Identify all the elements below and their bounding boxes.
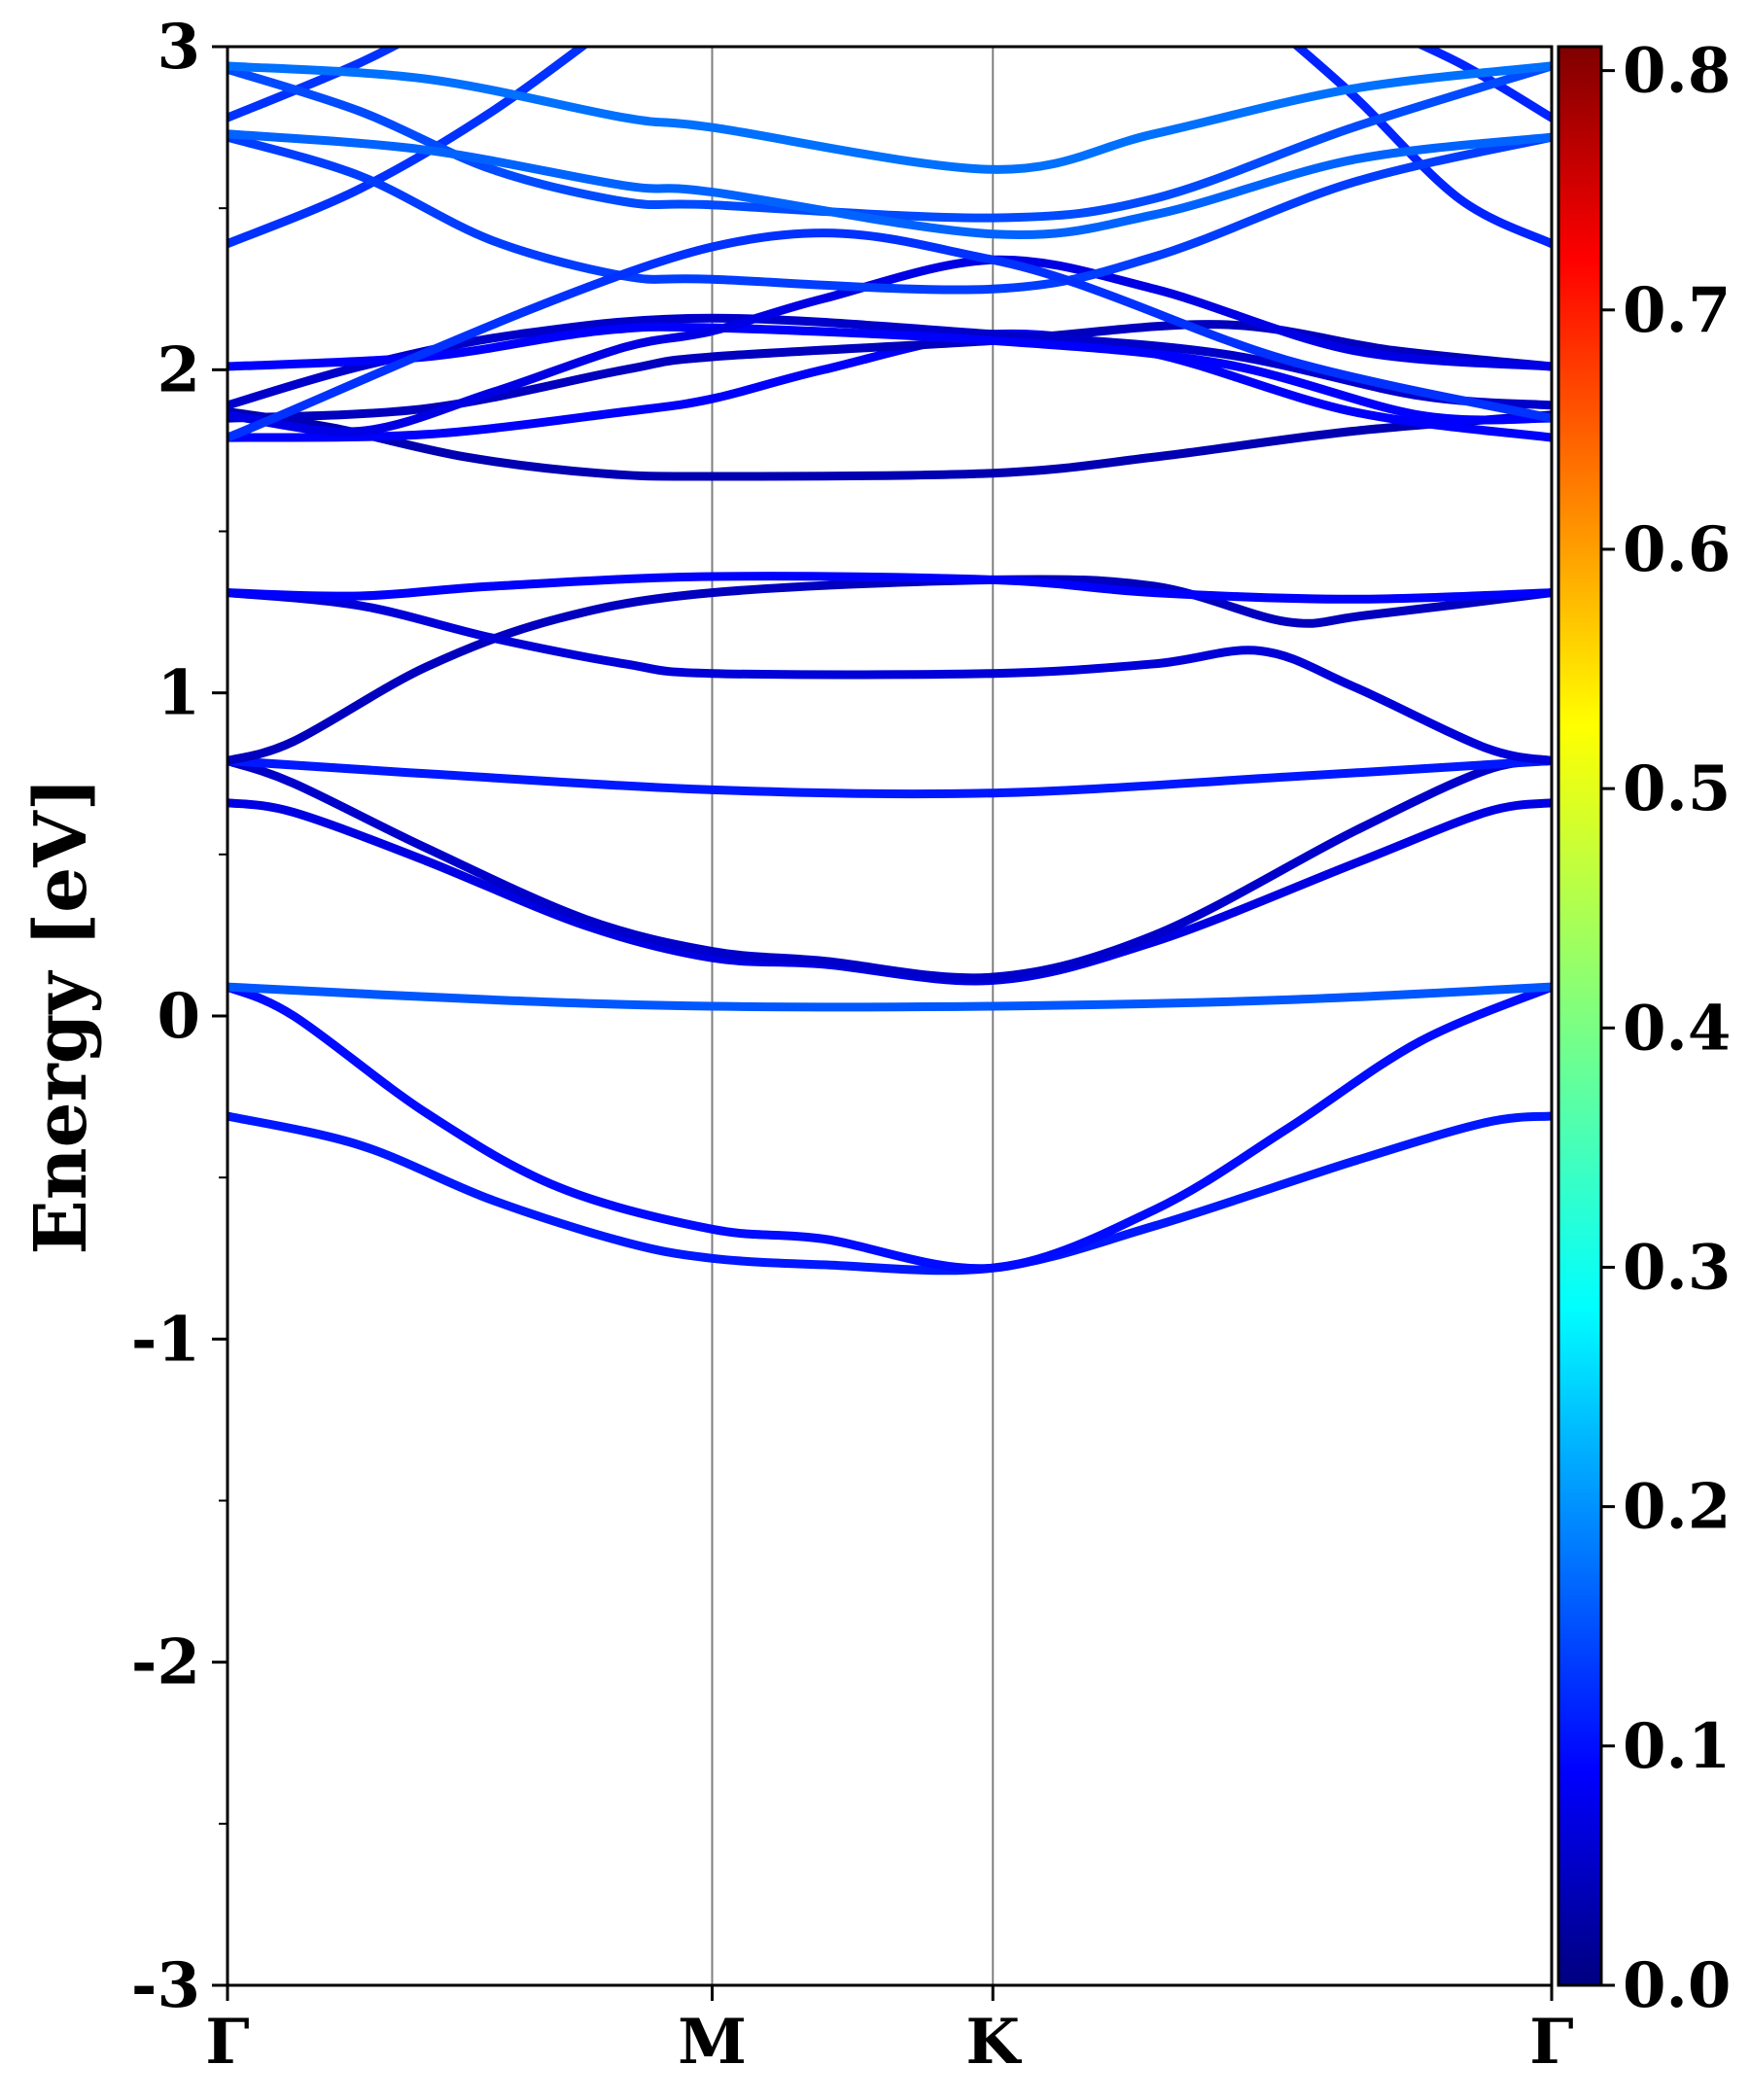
x-tick-label: M xyxy=(678,2006,747,2079)
band-19 xyxy=(1415,47,1552,122)
colorbar-tick-label: 0.7 xyxy=(1623,274,1731,347)
y-axis-label: Energy [eV] xyxy=(19,777,103,1254)
band-3 xyxy=(228,982,1552,1012)
high-symmetry-lines xyxy=(711,47,995,1985)
band-23 xyxy=(228,61,1552,174)
colorbar-tick-label: 0.6 xyxy=(1623,513,1731,586)
band-11 xyxy=(228,329,1552,442)
y-tick-label: 1 xyxy=(157,657,200,730)
band-21 xyxy=(228,61,1552,223)
colorbar-tick-label: 0.0 xyxy=(1623,1949,1731,2022)
y-tick-label: -3 xyxy=(131,1949,200,2022)
band-14 xyxy=(228,322,1552,425)
band-8 xyxy=(228,588,1552,765)
x-tick-label: K xyxy=(965,2006,1022,2079)
y-tick-label: 0 xyxy=(157,980,200,1053)
band-10 xyxy=(228,407,1552,481)
band-6 xyxy=(228,756,1552,799)
x-tick-label: Γ xyxy=(205,2006,249,2079)
band-1 xyxy=(228,1111,1552,1276)
band-15 xyxy=(228,255,1552,437)
colorbar-tick-label: 0.2 xyxy=(1623,1471,1731,1544)
y-axis: 3 2 1 0 -1 -2 -3 xyxy=(131,11,228,2022)
colorbar-tick-label: 0.3 xyxy=(1623,1231,1731,1304)
band-22 xyxy=(228,129,1552,240)
band-lines xyxy=(228,47,1552,1276)
colorbar xyxy=(1557,45,1603,1987)
band-9 xyxy=(228,572,1552,604)
y-tick-label: -1 xyxy=(131,1303,200,1376)
band-7 xyxy=(228,575,1552,765)
colorbar-tick-label: 0.4 xyxy=(1623,992,1731,1065)
band-5 xyxy=(228,756,1552,983)
band-24 xyxy=(228,228,1552,442)
y-tick-label: 2 xyxy=(157,333,200,406)
colorbar-tick-label: 0.8 xyxy=(1623,35,1731,108)
y-tick-label: 3 xyxy=(157,11,200,84)
colorbar-tick-label: 0.1 xyxy=(1623,1710,1731,1783)
y-tick-label: -2 xyxy=(131,1627,200,1699)
band-2 xyxy=(228,982,1552,1274)
band-18 xyxy=(1291,47,1552,249)
band-20 xyxy=(228,132,1552,295)
band-17 xyxy=(228,47,402,122)
colorbar-tick-label: 0.5 xyxy=(1623,752,1731,825)
x-tick-label: Γ xyxy=(1529,2006,1573,2079)
colorbar-axis: 0.0 0.1 0.2 0.3 0.4 0.5 0.6 0.7 0.8 xyxy=(1601,35,1731,2022)
